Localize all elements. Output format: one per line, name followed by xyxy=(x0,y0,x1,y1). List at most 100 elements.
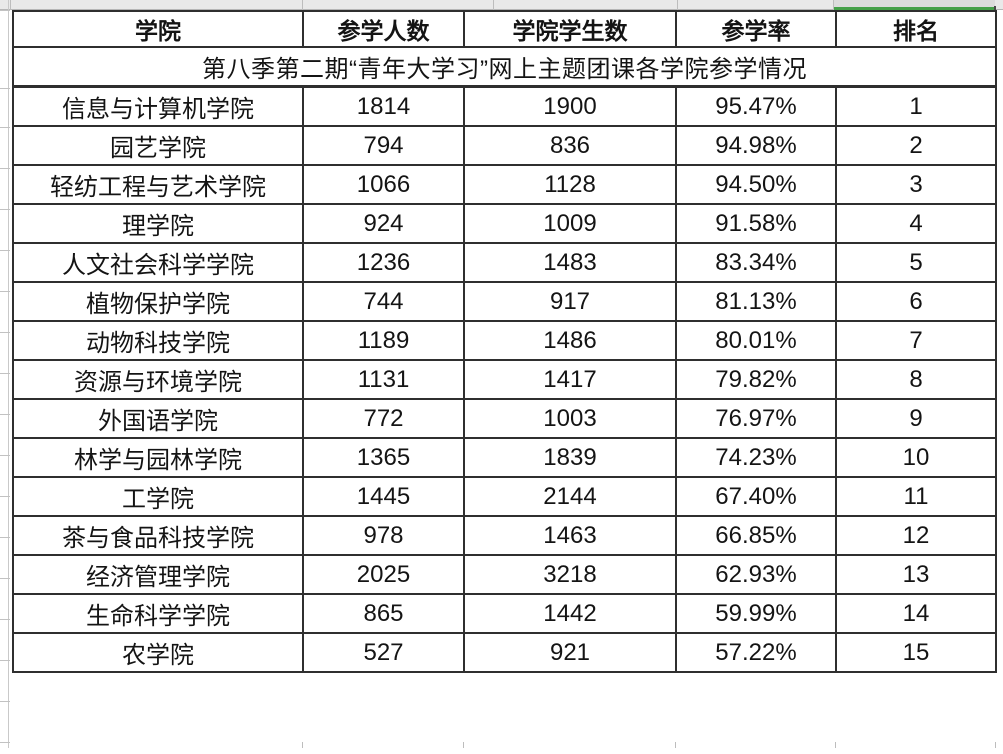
participants-cell[interactable]: 1189 xyxy=(302,320,465,361)
college-cell[interactable]: 林学与园林学院 xyxy=(12,437,304,478)
students-cell[interactable]: 1483 xyxy=(463,242,677,283)
rank-cell[interactable]: 6 xyxy=(835,281,997,322)
participants-cell[interactable]: 865 xyxy=(302,593,465,634)
left-row-tick xyxy=(0,414,10,415)
college-cell[interactable]: 生命科学学院 xyxy=(12,593,304,634)
college-cell[interactable]: 植物保护学院 xyxy=(12,281,304,322)
students-cell[interactable]: 1009 xyxy=(463,203,677,244)
rank-cell[interactable]: 4 xyxy=(835,203,997,244)
students-cell[interactable]: 3218 xyxy=(463,554,677,595)
rank-cell[interactable]: 11 xyxy=(835,476,997,517)
college-cell[interactable]: 轻纺工程与艺术学院 xyxy=(12,164,304,205)
college-cell[interactable]: 经济管理学院 xyxy=(12,554,304,595)
students-cell[interactable]: 921 xyxy=(463,632,677,673)
participants-cell[interactable]: 744 xyxy=(302,281,465,322)
table-title[interactable]: 第八季第二期“青年大学习”网上主题团课各学院参学情况 xyxy=(12,46,997,88)
rate-cell[interactable]: 66.85% xyxy=(675,515,837,556)
rate-cell[interactable]: 79.82% xyxy=(675,359,837,400)
selected-cell-indicator[interactable] xyxy=(833,0,995,10)
participants-cell[interactable]: 1066 xyxy=(302,164,465,205)
students-cell[interactable]: 1442 xyxy=(463,593,677,634)
students-cell[interactable]: 1463 xyxy=(463,515,677,556)
participants-cell[interactable]: 1131 xyxy=(302,359,465,400)
spreadsheet-row-strip xyxy=(0,0,1003,10)
participants-cell[interactable]: 2025 xyxy=(302,554,465,595)
bottom-gridline-stub xyxy=(835,742,836,748)
rate-cell[interactable]: 74.23% xyxy=(675,437,837,478)
students-cell[interactable]: 917 xyxy=(463,281,677,322)
rank-cell[interactable]: 8 xyxy=(835,359,997,400)
bottom-gridline-stub xyxy=(675,742,676,748)
left-row-tick xyxy=(0,373,10,374)
rank-cell[interactable]: 12 xyxy=(835,515,997,556)
rank-cell[interactable]: 5 xyxy=(835,242,997,283)
strip-column-separator xyxy=(677,0,678,10)
rate-cell[interactable]: 81.13% xyxy=(675,281,837,322)
rate-cell[interactable]: 59.99% xyxy=(675,593,837,634)
rate-cell[interactable]: 80.01% xyxy=(675,320,837,361)
college-cell[interactable]: 茶与食品科技学院 xyxy=(12,515,304,556)
college-cell[interactable]: 工学院 xyxy=(12,476,304,517)
rate-cell[interactable]: 91.58% xyxy=(675,203,837,244)
table-row: 资源与环境学院 1131 1417 79.82% 8 xyxy=(12,359,997,400)
participants-cell[interactable]: 772 xyxy=(302,398,465,439)
participants-cell[interactable]: 924 xyxy=(302,203,465,244)
table-row: 动物科技学院 1189 1486 80.01% 7 xyxy=(12,320,997,361)
college-cell[interactable]: 园艺学院 xyxy=(12,125,304,166)
rank-cell[interactable]: 15 xyxy=(835,632,997,673)
rate-cell[interactable]: 76.97% xyxy=(675,398,837,439)
table-row: 植物保护学院 744 917 81.13% 6 xyxy=(12,281,997,322)
college-cell[interactable]: 外国语学院 xyxy=(12,398,304,439)
left-row-tick xyxy=(0,10,10,11)
left-row-tick xyxy=(0,332,10,333)
left-row-tick xyxy=(0,88,10,89)
rank-header[interactable]: 排名 xyxy=(835,10,997,48)
rank-cell[interactable]: 13 xyxy=(835,554,997,595)
rank-cell[interactable]: 10 xyxy=(835,437,997,478)
college-cell[interactable]: 资源与环境学院 xyxy=(12,359,304,400)
rank-cell[interactable]: 9 xyxy=(835,398,997,439)
college-cell[interactable]: 理学院 xyxy=(12,203,304,244)
rank-cell[interactable]: 14 xyxy=(835,593,997,634)
students-cell[interactable]: 1839 xyxy=(463,437,677,478)
college-cell[interactable]: 人文社会科学学院 xyxy=(12,242,304,283)
students-header[interactable]: 学院学生数 xyxy=(463,10,677,48)
participants-cell[interactable]: 1365 xyxy=(302,437,465,478)
rate-cell[interactable]: 94.98% xyxy=(675,125,837,166)
students-cell[interactable]: 1417 xyxy=(463,359,677,400)
rate-header[interactable]: 参学率 xyxy=(675,10,837,48)
participants-cell[interactable]: 527 xyxy=(302,632,465,673)
participants-cell[interactable]: 1814 xyxy=(302,85,465,127)
students-cell[interactable]: 1128 xyxy=(463,164,677,205)
participants-header[interactable]: 参学人数 xyxy=(302,10,465,48)
strip-column-separator xyxy=(833,0,834,10)
left-row-tick xyxy=(0,660,10,661)
students-cell[interactable]: 836 xyxy=(463,125,677,166)
rate-cell[interactable]: 57.22% xyxy=(675,632,837,673)
rank-cell[interactable]: 2 xyxy=(835,125,997,166)
participants-cell[interactable]: 1445 xyxy=(302,476,465,517)
college-cell[interactable]: 信息与计算机学院 xyxy=(12,85,304,127)
college-cell[interactable]: 农学院 xyxy=(12,632,304,673)
rate-cell[interactable]: 94.50% xyxy=(675,164,837,205)
rate-cell[interactable]: 95.47% xyxy=(675,85,837,127)
rate-cell[interactable]: 62.93% xyxy=(675,554,837,595)
rate-cell[interactable]: 67.40% xyxy=(675,476,837,517)
table-right-border-stub xyxy=(994,6,996,11)
students-cell[interactable]: 1003 xyxy=(463,398,677,439)
title-row: 第八季第二期“青年大学习”网上主题团课各学院参学情况 xyxy=(12,46,997,88)
students-cell[interactable]: 2144 xyxy=(463,476,677,517)
rank-cell[interactable]: 7 xyxy=(835,320,997,361)
college-header[interactable]: 学院 xyxy=(12,10,304,48)
college-cell[interactable]: 动物科技学院 xyxy=(12,320,304,361)
rate-cell[interactable]: 83.34% xyxy=(675,242,837,283)
students-cell[interactable]: 1486 xyxy=(463,320,677,361)
students-cell[interactable]: 1900 xyxy=(463,85,677,127)
rank-cell[interactable]: 3 xyxy=(835,164,997,205)
participants-cell[interactable]: 978 xyxy=(302,515,465,556)
table-row: 信息与计算机学院 1814 1900 95.47% 1 xyxy=(12,85,997,127)
participants-cell[interactable]: 794 xyxy=(302,125,465,166)
table-header: 学院 参学人数 学院学生数 参学率 排名 xyxy=(12,10,997,48)
participants-cell[interactable]: 1236 xyxy=(302,242,465,283)
rank-cell[interactable]: 1 xyxy=(835,85,997,127)
